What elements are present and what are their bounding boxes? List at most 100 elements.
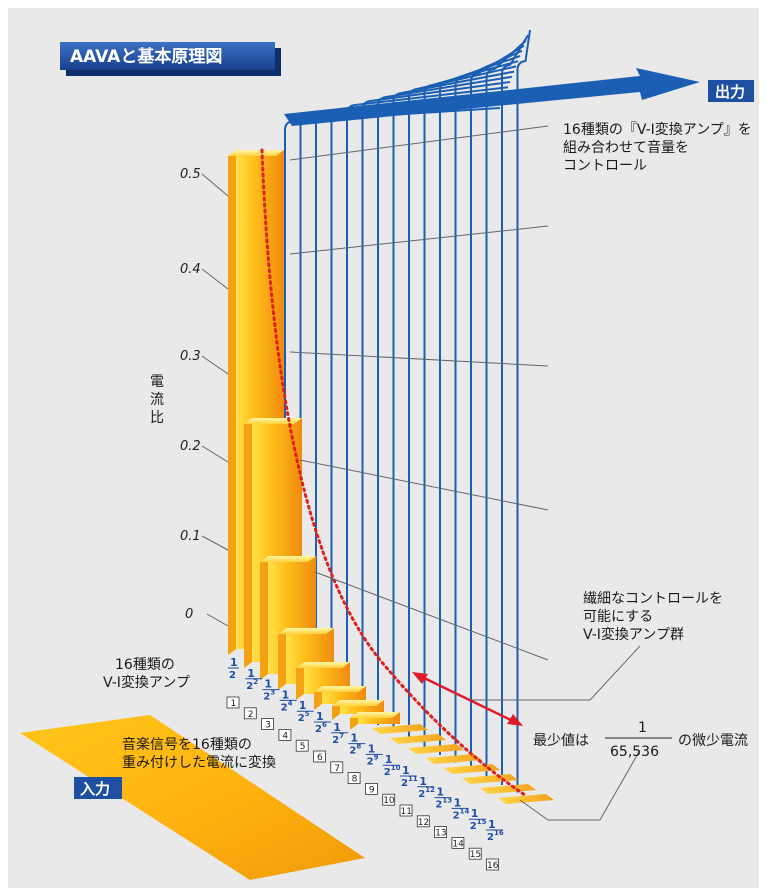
bar-side: [244, 418, 252, 668]
bit-number-box: [382, 793, 396, 806]
input-slab: 音楽信号を16種類の 重み付けした電流に変換 入力: [20, 715, 365, 880]
y-tick-label: 0.3: [180, 349, 201, 364]
callout-lines: [289, 125, 641, 821]
amp-label-line-2: V-I変換アンプ: [103, 674, 190, 691]
small-bit-strip: [462, 774, 518, 784]
bit-number-box: [364, 783, 378, 795]
amp-wire: [485, 39, 527, 778]
fraction-numerator: 1: [282, 688, 290, 701]
min-value-arrow: [412, 672, 523, 726]
bit-number-box: [261, 718, 275, 730]
callout-top: 16種類の『V-I変換アンプ』を 組み合わせて音量を コントロール: [563, 121, 752, 174]
y-tick-label: 0.2: [180, 439, 201, 454]
fraction-base: 2: [349, 746, 356, 757]
fraction-numerator: 1: [454, 796, 462, 809]
title-box: AAVAと基本原理図: [60, 42, 281, 76]
fraction-numerator: 1: [402, 764, 410, 777]
amp-wire: [501, 34, 529, 785]
callout-top-line-2: 組み合わせて音量を: [563, 139, 689, 156]
min-value-denominator: 65,536: [610, 744, 659, 760]
bit-number-box: [295, 739, 309, 752]
fraction-exponent: 7: [339, 732, 344, 740]
fraction-exponent: 9: [374, 753, 379, 761]
callout-mid: 繊細なコントロールを 可能にする V-I変換アンプ群: [583, 591, 723, 643]
decay-curve: [260, 148, 527, 797]
bar-top: [332, 700, 384, 706]
bit-number-box: [399, 804, 413, 817]
amp-wire: [392, 70, 515, 733]
bit-number: 1: [231, 699, 237, 709]
fraction-exponent: 12: [425, 786, 435, 794]
small-bit-strip: [480, 784, 536, 794]
bar-side: [278, 628, 286, 690]
y-tick-line: [201, 173, 229, 197]
fraction-numerator: 1: [471, 807, 479, 820]
input-label: 入力: [80, 780, 110, 798]
bit-number-box: [313, 750, 326, 763]
bar-top: [278, 628, 334, 634]
bit-number: 8: [352, 775, 358, 785]
fraction-base: 2: [401, 778, 408, 789]
y-tick-line: [201, 355, 229, 375]
bit-number-box: [278, 729, 292, 741]
bit-number: 12: [418, 818, 429, 828]
fraction-exponent: 13: [442, 797, 452, 805]
fraction-numerator: 1: [436, 786, 444, 799]
bar-top: [244, 418, 302, 424]
y-tick-line: [201, 268, 229, 290]
bit-number: 3: [265, 721, 271, 731]
fraction-numerator: 1: [385, 753, 393, 766]
small-bit-strip: [408, 744, 464, 754]
callout-top-line-3: コントロール: [563, 158, 647, 174]
fraction-exponent: 5: [305, 710, 310, 718]
bar-top: [296, 662, 350, 668]
y-tick-label: 0: [185, 607, 193, 622]
y-tick-line: [206, 613, 229, 627]
output-label: 出力: [715, 83, 745, 101]
amp-wire: [516, 29, 531, 793]
bit-number-box: [434, 826, 448, 838]
bit-number: 11: [401, 807, 412, 817]
fraction-base: 2: [281, 702, 288, 713]
fraction-exponent: 3: [270, 689, 275, 697]
bit-number-box: [468, 847, 482, 860]
y-tick-line: [201, 445, 229, 463]
fraction-base: 2: [332, 735, 339, 746]
fraction-exponent: 6: [322, 721, 327, 729]
bar-top: [260, 556, 316, 562]
small-bit-strip: [390, 734, 446, 744]
fraction-base: 2: [470, 821, 477, 832]
fraction-base: 2: [435, 800, 442, 811]
fraction-exponent: 2: [253, 678, 258, 686]
bar-side: [296, 662, 304, 700]
bar-top: [350, 712, 400, 718]
bit-number: 15: [470, 850, 481, 860]
fraction-exponent: 16: [494, 829, 504, 837]
y-tick-line: [201, 535, 229, 551]
amp-wire: [361, 81, 511, 718]
y-axis-label-char-3: 比: [150, 410, 164, 426]
fraction-numerator: 1: [316, 710, 324, 723]
bit-number: 2: [248, 710, 254, 720]
fraction-base: 2: [229, 670, 236, 681]
amp-wire: [470, 44, 525, 770]
fraction-base: 2: [487, 832, 494, 843]
min-value-prefix: 最少値は: [533, 733, 589, 749]
fraction-numerator: 1: [350, 732, 358, 745]
bit-number-box: [451, 837, 465, 849]
amp-label-line-1: 16種類の: [115, 657, 175, 673]
fraction-exponent: 8: [356, 743, 361, 751]
bit-number-box: [416, 815, 430, 828]
bit-number: 6: [317, 753, 323, 763]
current-ratio-bars: [228, 150, 554, 804]
callout-mid-line-3: V-I変換アンプ群: [583, 626, 684, 643]
fraction-numerator: 1: [419, 775, 427, 788]
fraction-exponent: 14: [460, 807, 470, 815]
y-tick-label: 0.5: [180, 167, 201, 182]
bit-number: 13: [435, 829, 446, 839]
min-value-suffix: の微少電流: [678, 733, 748, 749]
small-bit-strip: [426, 754, 482, 764]
